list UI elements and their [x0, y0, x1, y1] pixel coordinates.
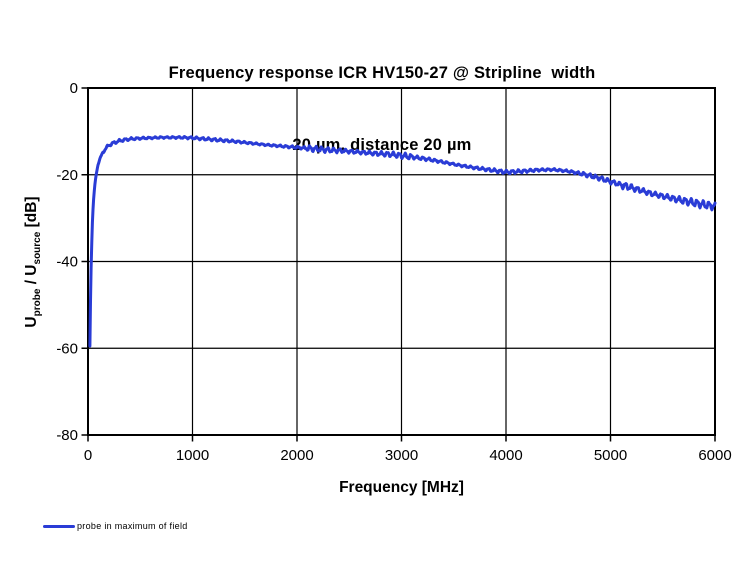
- x-tick-label: 5000: [594, 447, 627, 464]
- x-tick-label: 4000: [489, 447, 522, 464]
- legend-line-sample: [43, 525, 75, 528]
- y-tick-label: -60: [56, 340, 78, 357]
- plot-border: [87, 87, 716, 436]
- x-tick-label: 3000: [385, 447, 418, 464]
- axis-ticks: [81, 87, 716, 442]
- x-axis-title: Frequency [MHz]: [339, 479, 464, 496]
- legend: probe in maximum of field: [43, 521, 188, 532]
- y-tick-label: -80: [56, 427, 78, 444]
- y-tick-label: -20: [56, 167, 78, 184]
- tick-labels: 0 1000 2000 3000 4000 5000 6000 0 -20 -40 -60 -80: [56, 80, 731, 464]
- chart-title-line1: Frequency response ICR HV150-27 @ Stripl…: [168, 64, 596, 82]
- legend-item-label: probe in maximum of field: [77, 521, 188, 531]
- y-tick-label: 0: [70, 80, 78, 97]
- x-tick-label: 6000: [698, 447, 731, 464]
- series-line-probe-response: [88, 135, 717, 348]
- y-tick-label: -40: [56, 254, 78, 271]
- gridlines: [88, 88, 715, 435]
- x-tick-label: 1000: [176, 447, 209, 464]
- x-tick-label: 0: [84, 447, 92, 464]
- x-tick-label: 2000: [280, 447, 313, 464]
